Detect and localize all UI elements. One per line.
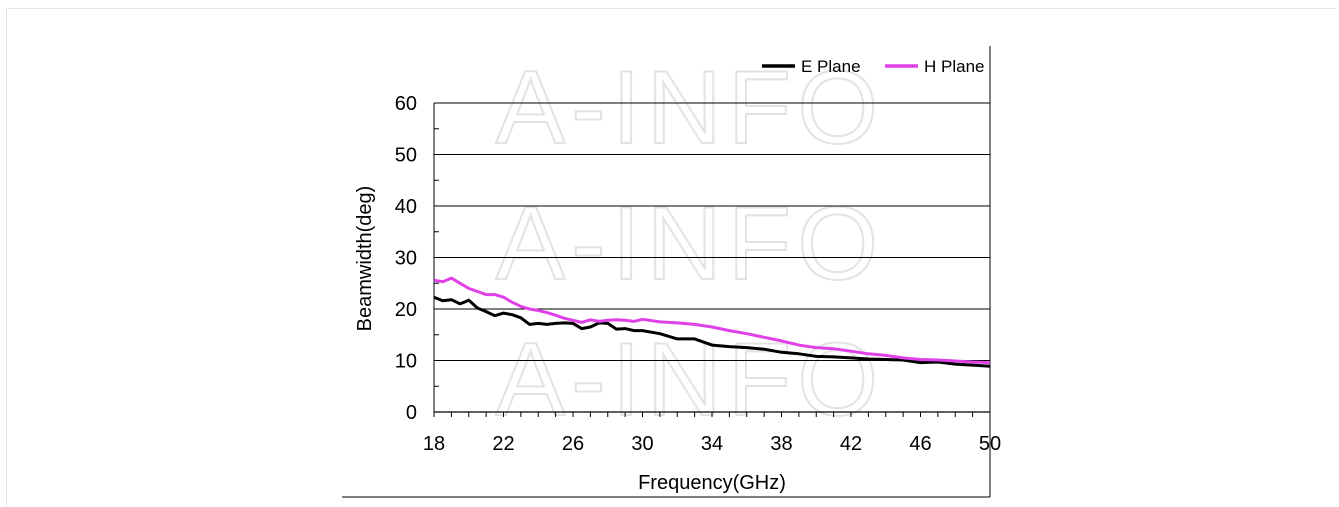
- x-axis-title: Frequency(GHz): [638, 472, 786, 494]
- x-tick-label: 42: [840, 433, 862, 455]
- legend: E Plane H Plane: [762, 57, 984, 76]
- y-tick-label: 50: [395, 145, 417, 167]
- series-lines: [433, 276, 991, 368]
- x-tick-label: 22: [492, 433, 514, 455]
- tick-labels: 0 10 20 30 40 50 60 18 22 26 30 34 38 42 46 50: [395, 93, 1001, 455]
- axes: [342, 46, 991, 498]
- series-line-e-plane: [433, 295, 991, 368]
- watermark-text: A-INFO: [496, 322, 884, 438]
- series-line-h-plane: [433, 276, 991, 365]
- y-tick-label: 30: [395, 248, 417, 270]
- y-axis-title: Beamwidth(deg): [354, 186, 376, 332]
- watermark-text: A-INFO: [496, 50, 884, 166]
- x-tick-label: 18: [423, 433, 445, 455]
- x-tick-label: 46: [909, 433, 931, 455]
- grid-lines: [434, 102, 990, 361]
- legend-label: H Plane: [924, 57, 984, 76]
- x-tick-label: 50: [979, 433, 1001, 455]
- y-tick-label: 60: [395, 93, 417, 115]
- y-tick-label: 20: [395, 299, 417, 321]
- x-tick-label: 30: [631, 433, 653, 455]
- watermark-layer: A-INFO A-INFO A-INFO: [495, 49, 884, 439]
- watermark-text: A-INFO: [496, 186, 884, 302]
- x-tick-label: 38: [770, 433, 792, 455]
- y-tick-label: 10: [395, 351, 417, 373]
- legend-label: E Plane: [801, 57, 861, 76]
- y-tick-label: 40: [395, 196, 417, 218]
- x-tick-label: 26: [562, 433, 584, 455]
- chart-frame: [6, 8, 1336, 507]
- x-tick-label: 34: [701, 433, 723, 455]
- y-tick-label: 0: [406, 402, 417, 424]
